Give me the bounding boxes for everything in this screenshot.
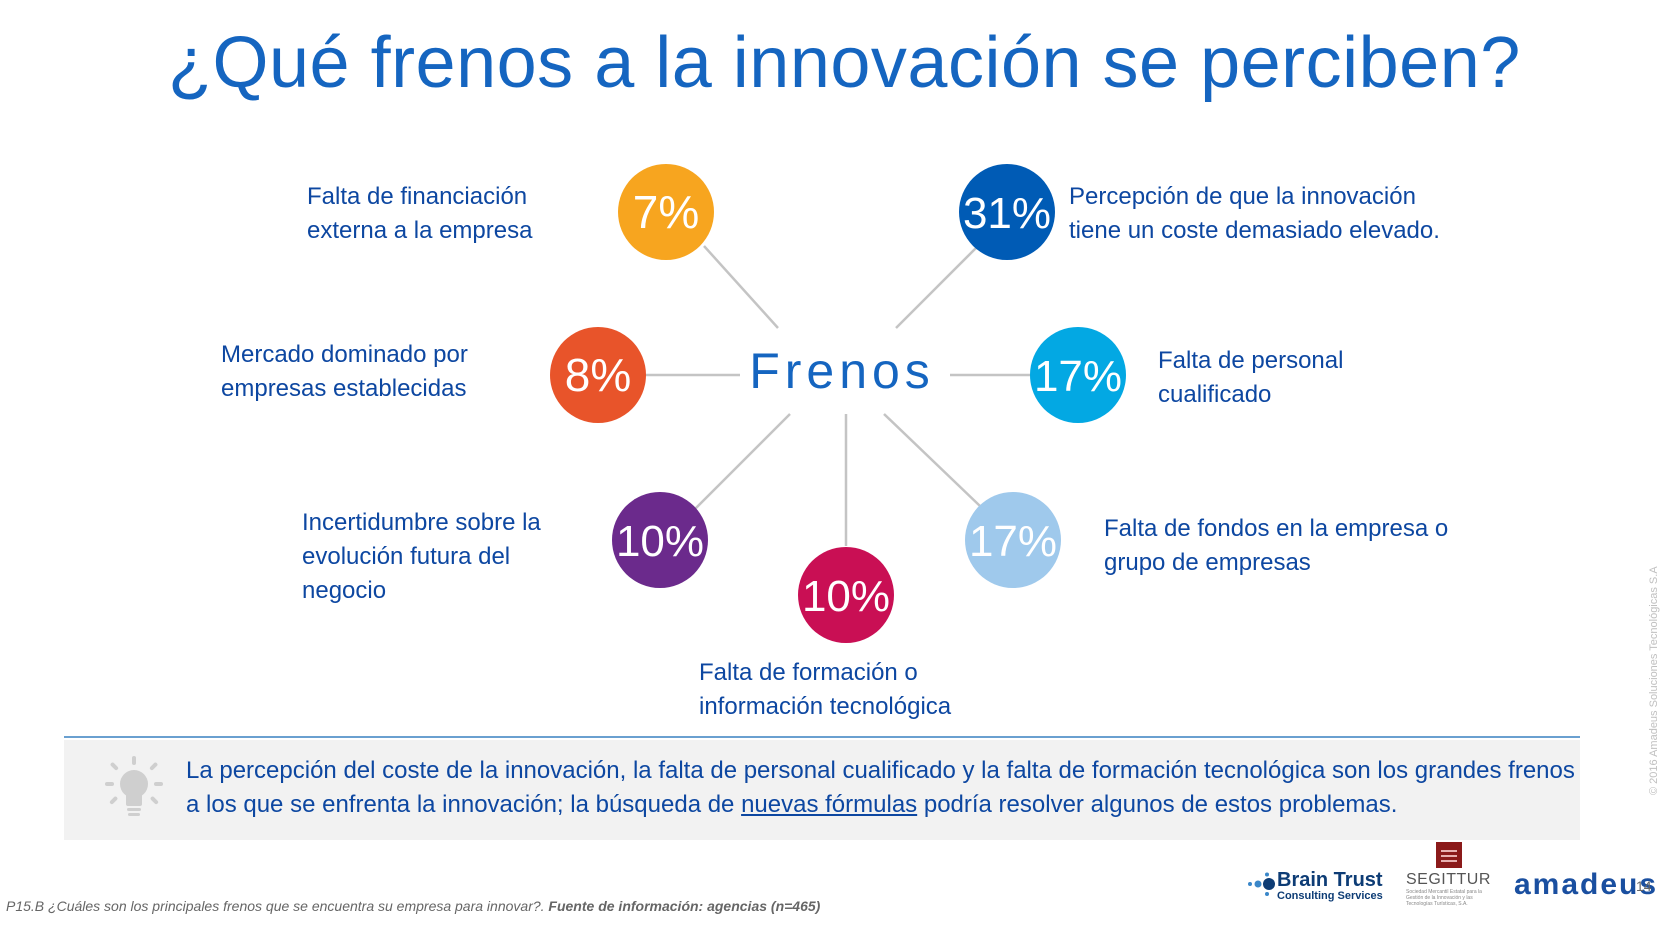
percent-external-financing: 7% [633, 186, 699, 238]
node-internal-funds: 17% [965, 492, 1061, 588]
connector-external-financing [703, 245, 779, 329]
bubble-external-financing [618, 164, 714, 260]
percent-uncertainty: 10% [616, 517, 704, 566]
label-external-financing: Falta de financiación externa a la empres… [307, 183, 533, 244]
segittur-name: SEGITTUR [1406, 871, 1491, 888]
node-layer: 7% 31% 8% 17% 10% 17% 10% [550, 164, 1126, 643]
insight-link[interactable]: nuevas fórmulas [741, 791, 918, 818]
bubble-tech-training [798, 547, 894, 643]
connector-uncertainty [691, 413, 791, 513]
segittur-sub: Sociedad Mercantil Estatal para la Gesti… [1406, 889, 1482, 907]
percent-high-cost: 31% [963, 189, 1051, 238]
connector-lines [642, 245, 1032, 546]
braintrust-name: Brain Trust [1277, 869, 1383, 891]
center-label: Frenos [749, 343, 935, 399]
segittur-logo: SEGITTUR Sociedad Mercantil Estatal para… [1406, 842, 1502, 907]
page-number: 14 [1636, 878, 1652, 894]
connector-internal-funds [883, 413, 981, 507]
copyright-text: © 2016 Amadeus Soluciones Tecnológicas S… [1648, 566, 1660, 795]
divider-line [64, 736, 1580, 738]
percent-internal-funds: 17% [969, 517, 1057, 566]
amadeus-logo: amadeus [1514, 868, 1659, 901]
percent-dominated-market: 8% [565, 349, 631, 401]
node-high-cost: 31% [959, 164, 1055, 260]
lightbulb-icon [105, 756, 163, 816]
bubble-internal-funds [965, 492, 1061, 588]
label-dominated-market: Mercado dominado por empresas establecida… [221, 341, 468, 402]
braintrust-sub: Consulting Services [1277, 890, 1383, 902]
percent-qualified-staff: 17% [1034, 352, 1122, 401]
segittur-emblem-icon [1436, 842, 1462, 868]
bubble-dominated-market [550, 327, 646, 423]
node-qualified-staff: 17% [1030, 327, 1126, 423]
label-tech-training: Falta de formación o información tecnológ… [699, 659, 952, 720]
node-uncertainty: 10% [612, 492, 708, 588]
bubble-qualified-staff [1030, 327, 1126, 423]
braintrust-dots-icon [1248, 872, 1275, 896]
connector-high-cost [895, 245, 979, 329]
label-high-cost: Percepción de que la innovación tiene un … [1069, 183, 1440, 244]
label-qualified-staff: Falta de personal cualificado [1158, 347, 1344, 408]
node-dominated-market: 8% [550, 327, 646, 423]
bubble-high-cost [959, 164, 1055, 260]
insight-box: La percepción del coste de la innovación… [64, 740, 1580, 840]
bubble-uncertainty [612, 492, 708, 588]
node-tech-training: 10% [798, 547, 894, 643]
footnote: P15.B ¿Cuáles son los principales frenos… [6, 898, 821, 914]
page-title: ¿Qué frenos a la innovación se perciben? [168, 23, 1521, 103]
node-external-financing: 7% [618, 164, 714, 260]
label-uncertainty: Incertidumbre sobre la evolución futura d… [302, 509, 541, 604]
insight-text: La percepción del coste de la innovación… [186, 757, 1575, 818]
percent-tech-training: 10% [802, 572, 890, 621]
label-internal-funds: Falta de fondos en la empresa o grupo de … [1104, 515, 1449, 576]
